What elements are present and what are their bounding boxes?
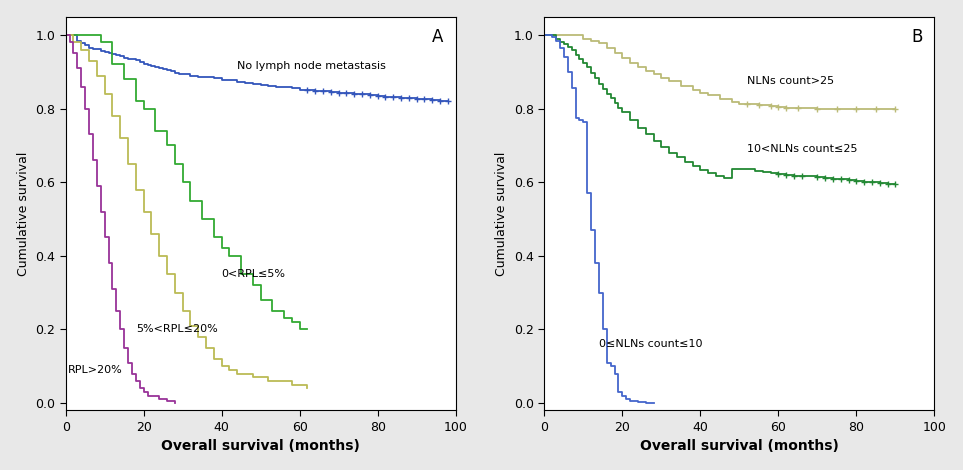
Text: 5%<RPL≤20%: 5%<RPL≤20% [136, 324, 218, 335]
Text: RPL>20%: RPL>20% [67, 365, 122, 375]
X-axis label: Overall survival (months): Overall survival (months) [640, 439, 839, 454]
Text: A: A [432, 29, 444, 47]
Text: No lymph node metastasis: No lymph node metastasis [237, 62, 386, 71]
Y-axis label: Cumulative survival: Cumulative survival [495, 151, 508, 276]
Text: 0≤NLNs count≤10: 0≤NLNs count≤10 [599, 339, 702, 349]
Text: 10<NLNs count≤25: 10<NLNs count≤25 [747, 144, 858, 154]
Text: 0<RPL≤5%: 0<RPL≤5% [221, 269, 286, 279]
X-axis label: Overall survival (months): Overall survival (months) [161, 439, 360, 454]
Text: NLNs count>25: NLNs count>25 [747, 76, 834, 86]
Text: B: B [911, 29, 923, 47]
Y-axis label: Cumulative survival: Cumulative survival [16, 151, 30, 276]
